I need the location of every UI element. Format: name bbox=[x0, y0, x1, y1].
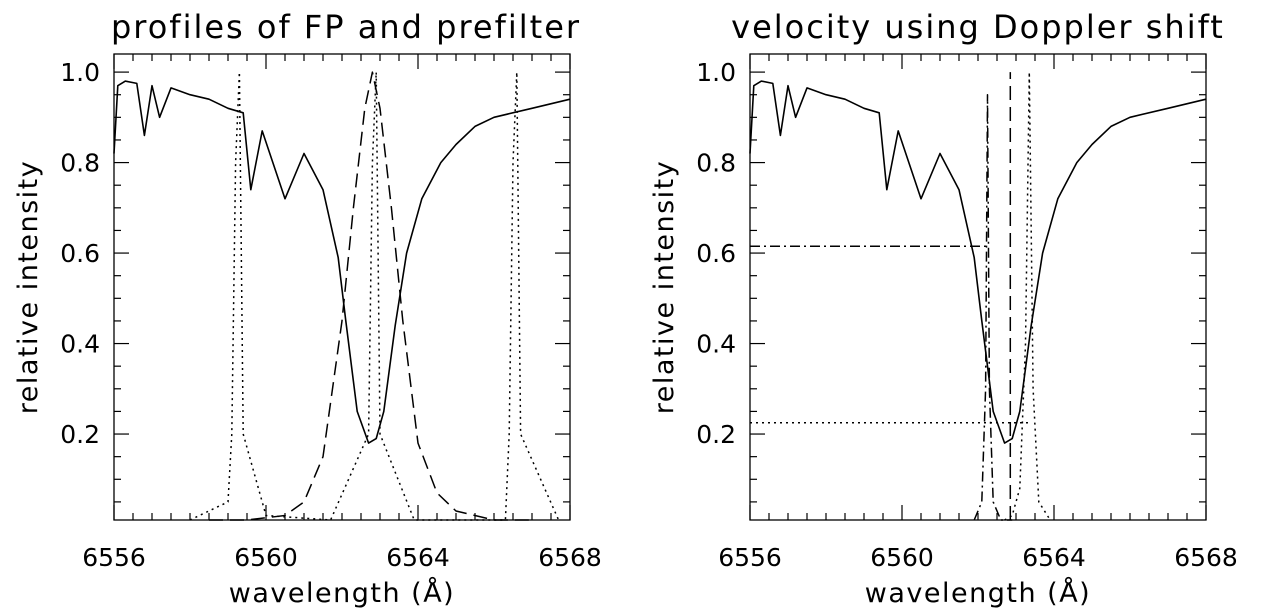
x-tick-label: 6560 bbox=[234, 543, 298, 572]
series-line-dotted bbox=[1004, 71, 1051, 521]
series-line-solid bbox=[749, 80, 1207, 444]
right-series bbox=[749, 71, 1207, 521]
left-panel: profiles of FP and prefilter 6556 6560 656… bbox=[13, 8, 602, 609]
y-tick-label: 0.2 bbox=[60, 420, 100, 449]
right-y-axis-label: relative intensity bbox=[649, 160, 680, 414]
y-tick-label: 0.8 bbox=[696, 149, 736, 178]
series-line-solid bbox=[113, 80, 571, 444]
right-tick-marks bbox=[749, 54, 1207, 520]
y-tick-label: 0.4 bbox=[60, 330, 100, 359]
right-x-tick-labels: 6556 6560 6564 6568 bbox=[718, 543, 1238, 572]
left-y-tick-labels: 0.2 0.4 0.6 0.8 1.0 bbox=[60, 58, 100, 449]
x-tick-label: 6556 bbox=[82, 543, 146, 572]
y-tick-label: 0.2 bbox=[696, 420, 736, 449]
left-x-axis-label: wavelength (Å) bbox=[229, 577, 455, 609]
y-tick-label: 0.6 bbox=[696, 239, 736, 268]
right-y-tick-labels: 0.2 0.4 0.6 0.8 1.0 bbox=[696, 58, 736, 449]
x-tick-label: 6568 bbox=[1174, 543, 1238, 572]
series-line-dashed bbox=[209, 71, 532, 521]
y-tick-label: 1.0 bbox=[696, 58, 736, 87]
left-series bbox=[113, 71, 571, 521]
left-chart-title: profiles of FP and prefilter bbox=[111, 8, 581, 46]
right-x-axis-label: wavelength (Å) bbox=[865, 577, 1091, 609]
y-tick-label: 0.8 bbox=[60, 149, 100, 178]
left-y-axis-label: relative intensity bbox=[13, 160, 44, 414]
x-tick-label: 6560 bbox=[870, 543, 934, 572]
left-x-tick-labels: 6556 6560 6564 6568 bbox=[82, 543, 602, 572]
y-tick-label: 0.4 bbox=[696, 330, 736, 359]
x-tick-label: 6564 bbox=[1022, 543, 1086, 572]
x-tick-label: 6556 bbox=[718, 543, 782, 572]
y-tick-label: 0.6 bbox=[60, 239, 100, 268]
right-chart-title: velocity using Doppler shift bbox=[731, 8, 1225, 46]
x-tick-label: 6564 bbox=[386, 543, 450, 572]
right-panel: velocity using Doppler shift 6556 6560 656… bbox=[649, 8, 1238, 609]
y-tick-label: 1.0 bbox=[60, 58, 100, 87]
x-tick-label: 6568 bbox=[538, 543, 602, 572]
